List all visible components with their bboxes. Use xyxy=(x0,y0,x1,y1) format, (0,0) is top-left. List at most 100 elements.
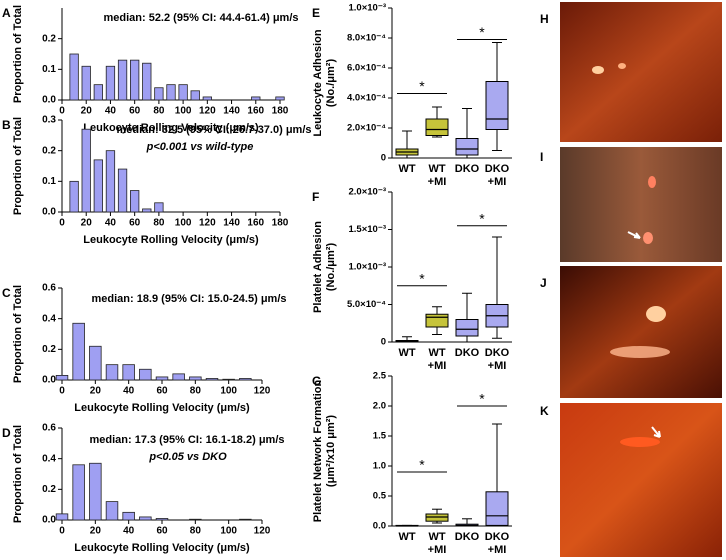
y-tick-label: 5.0×10⁻⁴ xyxy=(347,299,386,310)
box xyxy=(425,118,449,136)
panel-letter: C xyxy=(2,286,11,300)
x-tick-label: 100 xyxy=(220,526,237,537)
bar xyxy=(142,208,152,213)
y-tick-label: 6.0×10⁻⁴ xyxy=(347,63,386,74)
y-tick-label: 0.4 xyxy=(42,313,56,324)
cell xyxy=(592,66,604,74)
y-axis-title: Proportion of Total xyxy=(12,117,24,215)
significance-label: * xyxy=(419,78,425,94)
x-tick-label: WT +MI xyxy=(428,531,447,556)
cell xyxy=(618,63,626,69)
bar xyxy=(122,511,135,521)
bar xyxy=(105,150,116,213)
bar xyxy=(81,128,91,213)
x-tick-label: 20 xyxy=(81,106,93,117)
x-tick-label: 0 xyxy=(59,526,65,537)
bar xyxy=(105,65,116,101)
bar xyxy=(166,84,176,101)
bar xyxy=(72,464,85,521)
box xyxy=(425,313,449,328)
y-tick-label: 2.0 xyxy=(373,401,386,412)
y-tick-label: 0.3 xyxy=(42,115,56,126)
y-tick-label: 2.5 xyxy=(373,371,387,382)
y-axis-title: Proportion of Total xyxy=(12,425,24,523)
significance-label: * xyxy=(419,270,425,286)
x-tick-label: 40 xyxy=(123,386,135,397)
y-axis-title: Leukocyte Adhesion(No./μm²) xyxy=(312,29,337,136)
bar xyxy=(155,518,169,521)
bar xyxy=(93,159,103,213)
x-tick-label: DKO xyxy=(455,163,480,175)
y-tick-label: 0.0 xyxy=(42,515,56,526)
x-tick-label: 60 xyxy=(156,386,168,397)
arrow xyxy=(651,426,661,438)
panel-letter: E xyxy=(312,6,320,20)
bar xyxy=(239,378,252,381)
micrograph xyxy=(560,266,722,398)
x-tick-label: 0 xyxy=(59,386,65,397)
panel-letter: J xyxy=(540,276,547,290)
x-axis-title: Leukocyte Rolling Velocity (μm/s) xyxy=(83,122,259,134)
x-tick-label: 20 xyxy=(90,526,102,537)
y-tick-label: 0.2 xyxy=(42,145,56,156)
x-axis-title: Leukocyte Rolling Velocity (μm/s) xyxy=(74,402,250,414)
x-tick-label: 120 xyxy=(254,386,271,397)
y-tick-label: 8.0×10⁻⁴ xyxy=(347,33,386,44)
significance-label: * xyxy=(479,210,485,226)
x-tick-label: 0 xyxy=(59,218,65,229)
bar xyxy=(130,59,140,101)
x-tick-label: 0 xyxy=(59,106,65,117)
significance-label: * xyxy=(479,391,485,407)
x-tick-label: 120 xyxy=(199,106,216,117)
y-tick-label: 0 xyxy=(381,153,386,164)
bar xyxy=(122,364,135,381)
y-axis-title: Platelet Network Formation(μm²/x10 μm²) xyxy=(312,380,337,523)
x-tick-label: 80 xyxy=(153,218,165,229)
box xyxy=(455,319,479,337)
micrographs xyxy=(560,2,722,557)
cell xyxy=(620,437,660,447)
y-tick-label: 1.0×10⁻³ xyxy=(349,3,387,14)
x-axis-title: Leukocyte Rolling Velocity (μm/s) xyxy=(83,234,259,246)
y-tick-label: 2.0×10⁻⁴ xyxy=(347,123,386,134)
bar xyxy=(55,513,69,521)
y-tick-label: 0.1 xyxy=(42,176,56,187)
x-axis-title: Leukocyte Rolling Velocity (μm/s) xyxy=(74,542,250,554)
bar xyxy=(178,84,188,101)
bar xyxy=(202,96,212,101)
bar xyxy=(130,190,140,213)
significance-label: * xyxy=(419,457,425,473)
bar xyxy=(142,62,152,101)
significance-label: * xyxy=(479,24,485,40)
y-tick-label: 1.0 xyxy=(373,461,386,472)
x-tick-label: WT +MI xyxy=(428,347,447,372)
x-tick-label: 80 xyxy=(153,106,165,117)
bar xyxy=(89,462,102,521)
y-tick-label: 1.5 xyxy=(373,431,387,442)
y-tick-label: 2.0×10⁻³ xyxy=(349,187,387,198)
x-tick-label: 40 xyxy=(123,526,135,537)
panel-letter: F xyxy=(312,190,319,204)
bar xyxy=(105,364,119,381)
micrograph xyxy=(560,403,722,557)
x-tick-label: DKO +MI xyxy=(485,531,510,556)
bar xyxy=(154,202,164,213)
annotation: median: 52.2 (95% CI: 44.4-61.4) μm/s xyxy=(103,12,298,24)
bar xyxy=(105,501,119,521)
bar xyxy=(222,378,235,381)
x-tick-label: 80 xyxy=(190,526,202,537)
x-tick-label: 20 xyxy=(81,218,93,229)
y-axis-title: Proportion of Total xyxy=(12,5,24,103)
bar xyxy=(154,87,164,101)
cell xyxy=(610,346,670,358)
bar xyxy=(117,59,128,101)
y-tick-label: 0 xyxy=(381,337,386,348)
x-tick-label: 180 xyxy=(272,218,289,229)
x-tick-label: DKO +MI xyxy=(485,163,510,188)
y-tick-label: 0.0 xyxy=(42,375,56,386)
y-tick-label: 0.6 xyxy=(42,423,56,434)
x-tick-label: 100 xyxy=(220,386,237,397)
x-tick-label: 40 xyxy=(105,106,117,117)
x-tick-label: 20 xyxy=(90,386,102,397)
